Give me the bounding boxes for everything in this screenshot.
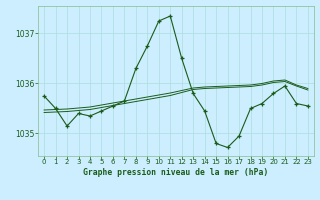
X-axis label: Graphe pression niveau de la mer (hPa): Graphe pression niveau de la mer (hPa) (84, 168, 268, 177)
